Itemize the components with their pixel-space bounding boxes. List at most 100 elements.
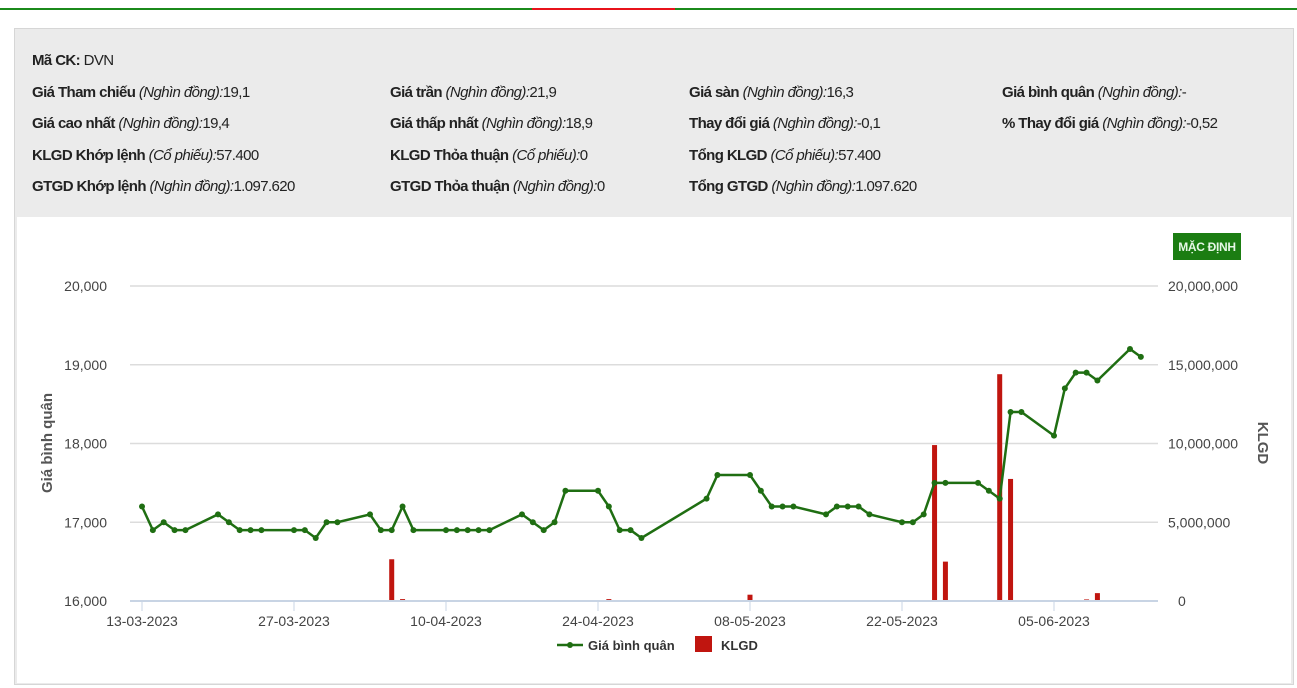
field-unit: (Nghìn đồng): <box>772 115 858 132</box>
x-tick-label: 22-05-2023 <box>866 613 938 629</box>
y-left-axis-title: Giá bình quân <box>39 393 56 493</box>
price-point <box>323 519 330 526</box>
legend-bar-icon <box>695 636 712 652</box>
field-unit: (Cổ phiếu): <box>512 147 580 164</box>
y-right-axis-title: KLGD <box>1254 422 1271 465</box>
price-point <box>149 527 156 534</box>
volume-bar <box>1008 478 1014 601</box>
price-point <box>605 503 612 510</box>
price-point <box>551 519 558 526</box>
field-value: 1.097.620 <box>233 178 295 195</box>
field-label: Tổng KLGD <box>689 147 768 164</box>
price-point <box>833 503 840 510</box>
info-field: Thay đổi giá (Nghìn đồng):-0,1 <box>689 115 881 132</box>
price-point <box>410 527 417 534</box>
x-tick-label: 13-03-2023 <box>106 613 178 629</box>
info-field: % Thay đổi giá (Nghìn đồng):-0,52 <box>1002 115 1218 132</box>
price-point <box>1083 369 1090 376</box>
price-point <box>931 479 938 486</box>
price-point <box>1050 432 1057 439</box>
price-point <box>1094 377 1101 384</box>
chart-area <box>17 217 1291 683</box>
active-tab-indicator <box>532 8 675 10</box>
field-label: Giá thấp nhất <box>390 115 479 132</box>
field-label: Giá bình quân <box>1002 84 1095 101</box>
field-label: Giá sàn <box>689 84 740 101</box>
field-value: 1.097.620 <box>855 178 917 195</box>
info-field: Giá sàn (Nghìn đồng):16,3 <box>689 84 854 101</box>
field-value: 19,1 <box>222 84 250 101</box>
x-tick-label: 24-04-2023 <box>562 613 634 629</box>
field-value: 57.400 <box>216 147 259 164</box>
price-point <box>442 527 449 534</box>
price-point <box>703 495 710 502</box>
field-label: % Thay đổi giá <box>1002 115 1099 132</box>
field-value: 57.400 <box>838 147 881 164</box>
field-unit: (Nghìn đồng): <box>771 178 856 195</box>
field-unit: (Nghìn đồng): <box>512 178 598 195</box>
info-field: Giá thấp nhất (Nghìn đồng):18,9 <box>390 115 593 132</box>
price-point <box>746 472 753 478</box>
y-right-tick-label: 10,000,000 <box>1168 436 1238 452</box>
field-label: Giá cao nhất <box>32 115 115 132</box>
price-point <box>160 519 167 526</box>
price-point <box>844 503 851 510</box>
field-value: -0,1 <box>856 115 881 132</box>
info-field: Tổng GTGD (Nghìn đồng):1.097.620 <box>689 178 917 195</box>
x-tick-label: 08-05-2023 <box>714 613 786 629</box>
price-point <box>540 527 547 534</box>
field-label: Tổng GTGD <box>689 178 768 195</box>
field-unit: (Nghìn đồng): <box>1097 84 1183 101</box>
field-value: 16,3 <box>826 84 854 101</box>
price-point <box>464 527 471 534</box>
price-point <box>236 527 243 534</box>
y-left-tick-label: 16,000 <box>64 593 107 609</box>
price-point <box>301 527 308 534</box>
field-label: Thay đổi giá <box>689 115 770 132</box>
price-point <box>627 527 634 534</box>
field-value: 21,9 <box>529 84 557 101</box>
volume-bar <box>389 559 395 601</box>
y-left-tick-label: 20,000 <box>64 278 107 294</box>
price-point <box>312 535 319 541</box>
volume-bar <box>932 445 938 601</box>
field-unit: (Nghìn đồng): <box>445 84 530 101</box>
price-point <box>366 511 373 518</box>
field-unit: (Cổ phiếu): <box>770 147 839 164</box>
price-point <box>866 511 873 518</box>
price-point <box>518 511 525 518</box>
field-value: 0 <box>596 178 605 195</box>
y-right-tick-label: 15,000,000 <box>1168 357 1238 373</box>
price-point <box>388 527 395 534</box>
price-point <box>616 527 623 534</box>
price-point <box>399 503 406 510</box>
price-point <box>1126 346 1133 352</box>
price-point <box>453 527 460 534</box>
field-value: 18,9 <box>565 115 593 132</box>
field-unit: (Nghìn đồng): <box>149 178 235 195</box>
symbol-row: Mã CK: DVN <box>32 52 114 69</box>
field-unit: (Nghìn đồng): <box>138 84 224 101</box>
y-left-tick-label: 19,000 <box>64 357 107 373</box>
price-point <box>290 527 297 534</box>
field-unit: (Nghìn đồng): <box>1102 115 1187 132</box>
price-point <box>942 479 949 486</box>
field-label: GTGD Thỏa thuận <box>390 178 510 195</box>
legend-marker-icon <box>567 642 573 648</box>
field-value: - <box>1181 84 1187 101</box>
x-tick-label: 05-06-2023 <box>1018 613 1090 629</box>
x-tick-label: 27-03-2023 <box>258 613 330 629</box>
y-right-tick-label: 20,000,000 <box>1168 278 1238 294</box>
info-field: KLGD Thỏa thuận (Cổ phiếu):0 <box>390 147 588 164</box>
default-view-button[interactable]: MẶC ĐỊNH <box>1173 233 1241 260</box>
field-unit: (Nghìn đồng): <box>742 84 828 101</box>
price-point <box>996 495 1003 502</box>
price-point <box>334 519 341 526</box>
price-point <box>855 503 862 510</box>
info-field: Giá Tham chiếu (Nghìn đồng):19,1 <box>32 84 250 101</box>
field-unit: (Nghìn đồng): <box>481 115 567 132</box>
price-point <box>562 487 569 494</box>
field-label: Giá Tham chiếu <box>32 84 136 101</box>
price-point <box>822 511 829 518</box>
field-label: KLGD Thỏa thuận <box>390 147 509 164</box>
